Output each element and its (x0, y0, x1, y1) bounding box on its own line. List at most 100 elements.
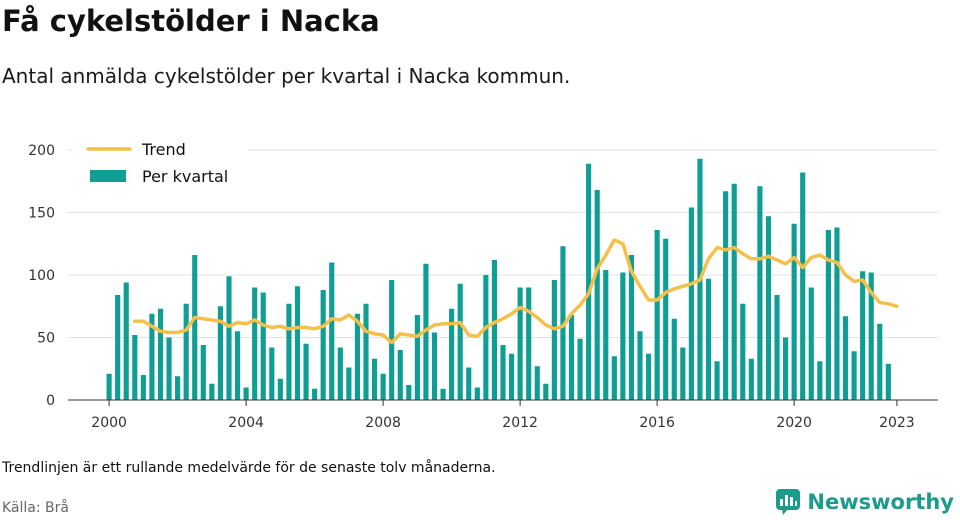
bar (329, 262, 335, 400)
legend-trend-label: Trend (141, 140, 186, 159)
bar (765, 216, 772, 400)
bar (586, 163, 592, 400)
chart-area: 2000 2004 2008 2012 2016 2020 2023 0 50 100 150 20… (28, 136, 938, 431)
y-tick-label: 0 (46, 393, 55, 409)
bar (175, 376, 181, 400)
newsworthy-logo-icon (776, 489, 801, 515)
legend: Trend Per kvartal (72, 136, 248, 196)
bar (243, 387, 249, 400)
bar (192, 255, 198, 400)
bar (115, 295, 121, 400)
x-tick-label: 2012 (502, 415, 538, 431)
bar (183, 303, 189, 400)
x-axis-ticks: 2000 2004 2008 2012 2016 2020 2023 (91, 400, 915, 431)
bar (483, 275, 489, 400)
legend-bar-swatch (90, 170, 126, 182)
source-credit: Källa: Brå (2, 500, 69, 516)
bar (568, 315, 575, 400)
bar (414, 315, 420, 400)
bar (628, 255, 635, 400)
bar (466, 367, 472, 400)
bar (774, 295, 780, 400)
bar (526, 287, 532, 400)
bar (354, 313, 360, 400)
bar-series (106, 158, 891, 400)
brand-name: Newsworthy (807, 490, 954, 514)
x-tick-label: 2023 (879, 415, 915, 431)
legend-bar-label: Per kvartal (142, 167, 228, 186)
bar (200, 345, 206, 400)
bar (860, 271, 866, 400)
bar (577, 338, 583, 400)
y-tick-label: 50 (37, 331, 55, 347)
bar (885, 363, 891, 400)
bar (252, 287, 258, 400)
bar (757, 186, 763, 400)
bar (714, 361, 720, 400)
bar (106, 373, 112, 400)
bar (723, 191, 729, 400)
bar (800, 172, 806, 400)
bar (842, 316, 849, 400)
chart-subtitle: Antal anmälda cykelstölder per kvartal i… (2, 64, 571, 88)
bar (783, 337, 789, 400)
y-tick-label: 200 (28, 143, 55, 159)
bar (543, 383, 549, 400)
bar (149, 313, 155, 400)
x-tick-label: 2000 (91, 415, 127, 431)
bar (646, 353, 652, 400)
bar (825, 230, 831, 400)
bar (337, 347, 343, 400)
bar (551, 280, 557, 400)
bar (671, 318, 677, 400)
bar (654, 230, 660, 400)
bar (312, 388, 318, 400)
bar (688, 207, 694, 400)
bar (132, 335, 138, 400)
bar (705, 278, 712, 400)
bar (748, 358, 754, 400)
bar (140, 375, 146, 400)
bar (680, 347, 686, 400)
bar (877, 323, 883, 400)
bar (371, 358, 378, 400)
bar (234, 331, 241, 400)
chart-title: Få cykelstölder i Nacka (2, 4, 380, 38)
trend-line (133, 238, 899, 345)
x-tick-label: 2004 (228, 415, 264, 431)
bar (363, 303, 369, 400)
bar (534, 366, 540, 400)
bar (637, 331, 643, 400)
y-tick-label: 100 (28, 268, 55, 284)
bar (440, 388, 446, 400)
bar (397, 350, 403, 400)
bar (868, 272, 874, 400)
bar (851, 351, 857, 400)
bar (286, 303, 292, 400)
bar (817, 361, 823, 400)
bar (620, 272, 626, 400)
bar (346, 367, 352, 400)
bar (303, 343, 309, 400)
bar (166, 337, 172, 400)
bar (731, 183, 737, 400)
bar (517, 287, 523, 400)
footnote: Trendlinjen är ett rullande medelvärde f… (2, 460, 496, 476)
bar (500, 345, 506, 400)
bar (320, 290, 326, 400)
bar (740, 303, 746, 400)
bar (269, 347, 275, 400)
bar (474, 387, 480, 400)
bar (406, 385, 412, 400)
brand-logo[interactable]: Newsworthy (775, 488, 954, 516)
bar (157, 308, 164, 400)
bar (449, 308, 455, 400)
bar (123, 282, 129, 400)
bar (508, 353, 515, 400)
bar (277, 378, 283, 400)
y-tick-label: 150 (28, 206, 55, 222)
x-tick-label: 2008 (365, 415, 401, 431)
bar (560, 246, 566, 400)
bar (260, 292, 266, 400)
bar (834, 227, 840, 400)
